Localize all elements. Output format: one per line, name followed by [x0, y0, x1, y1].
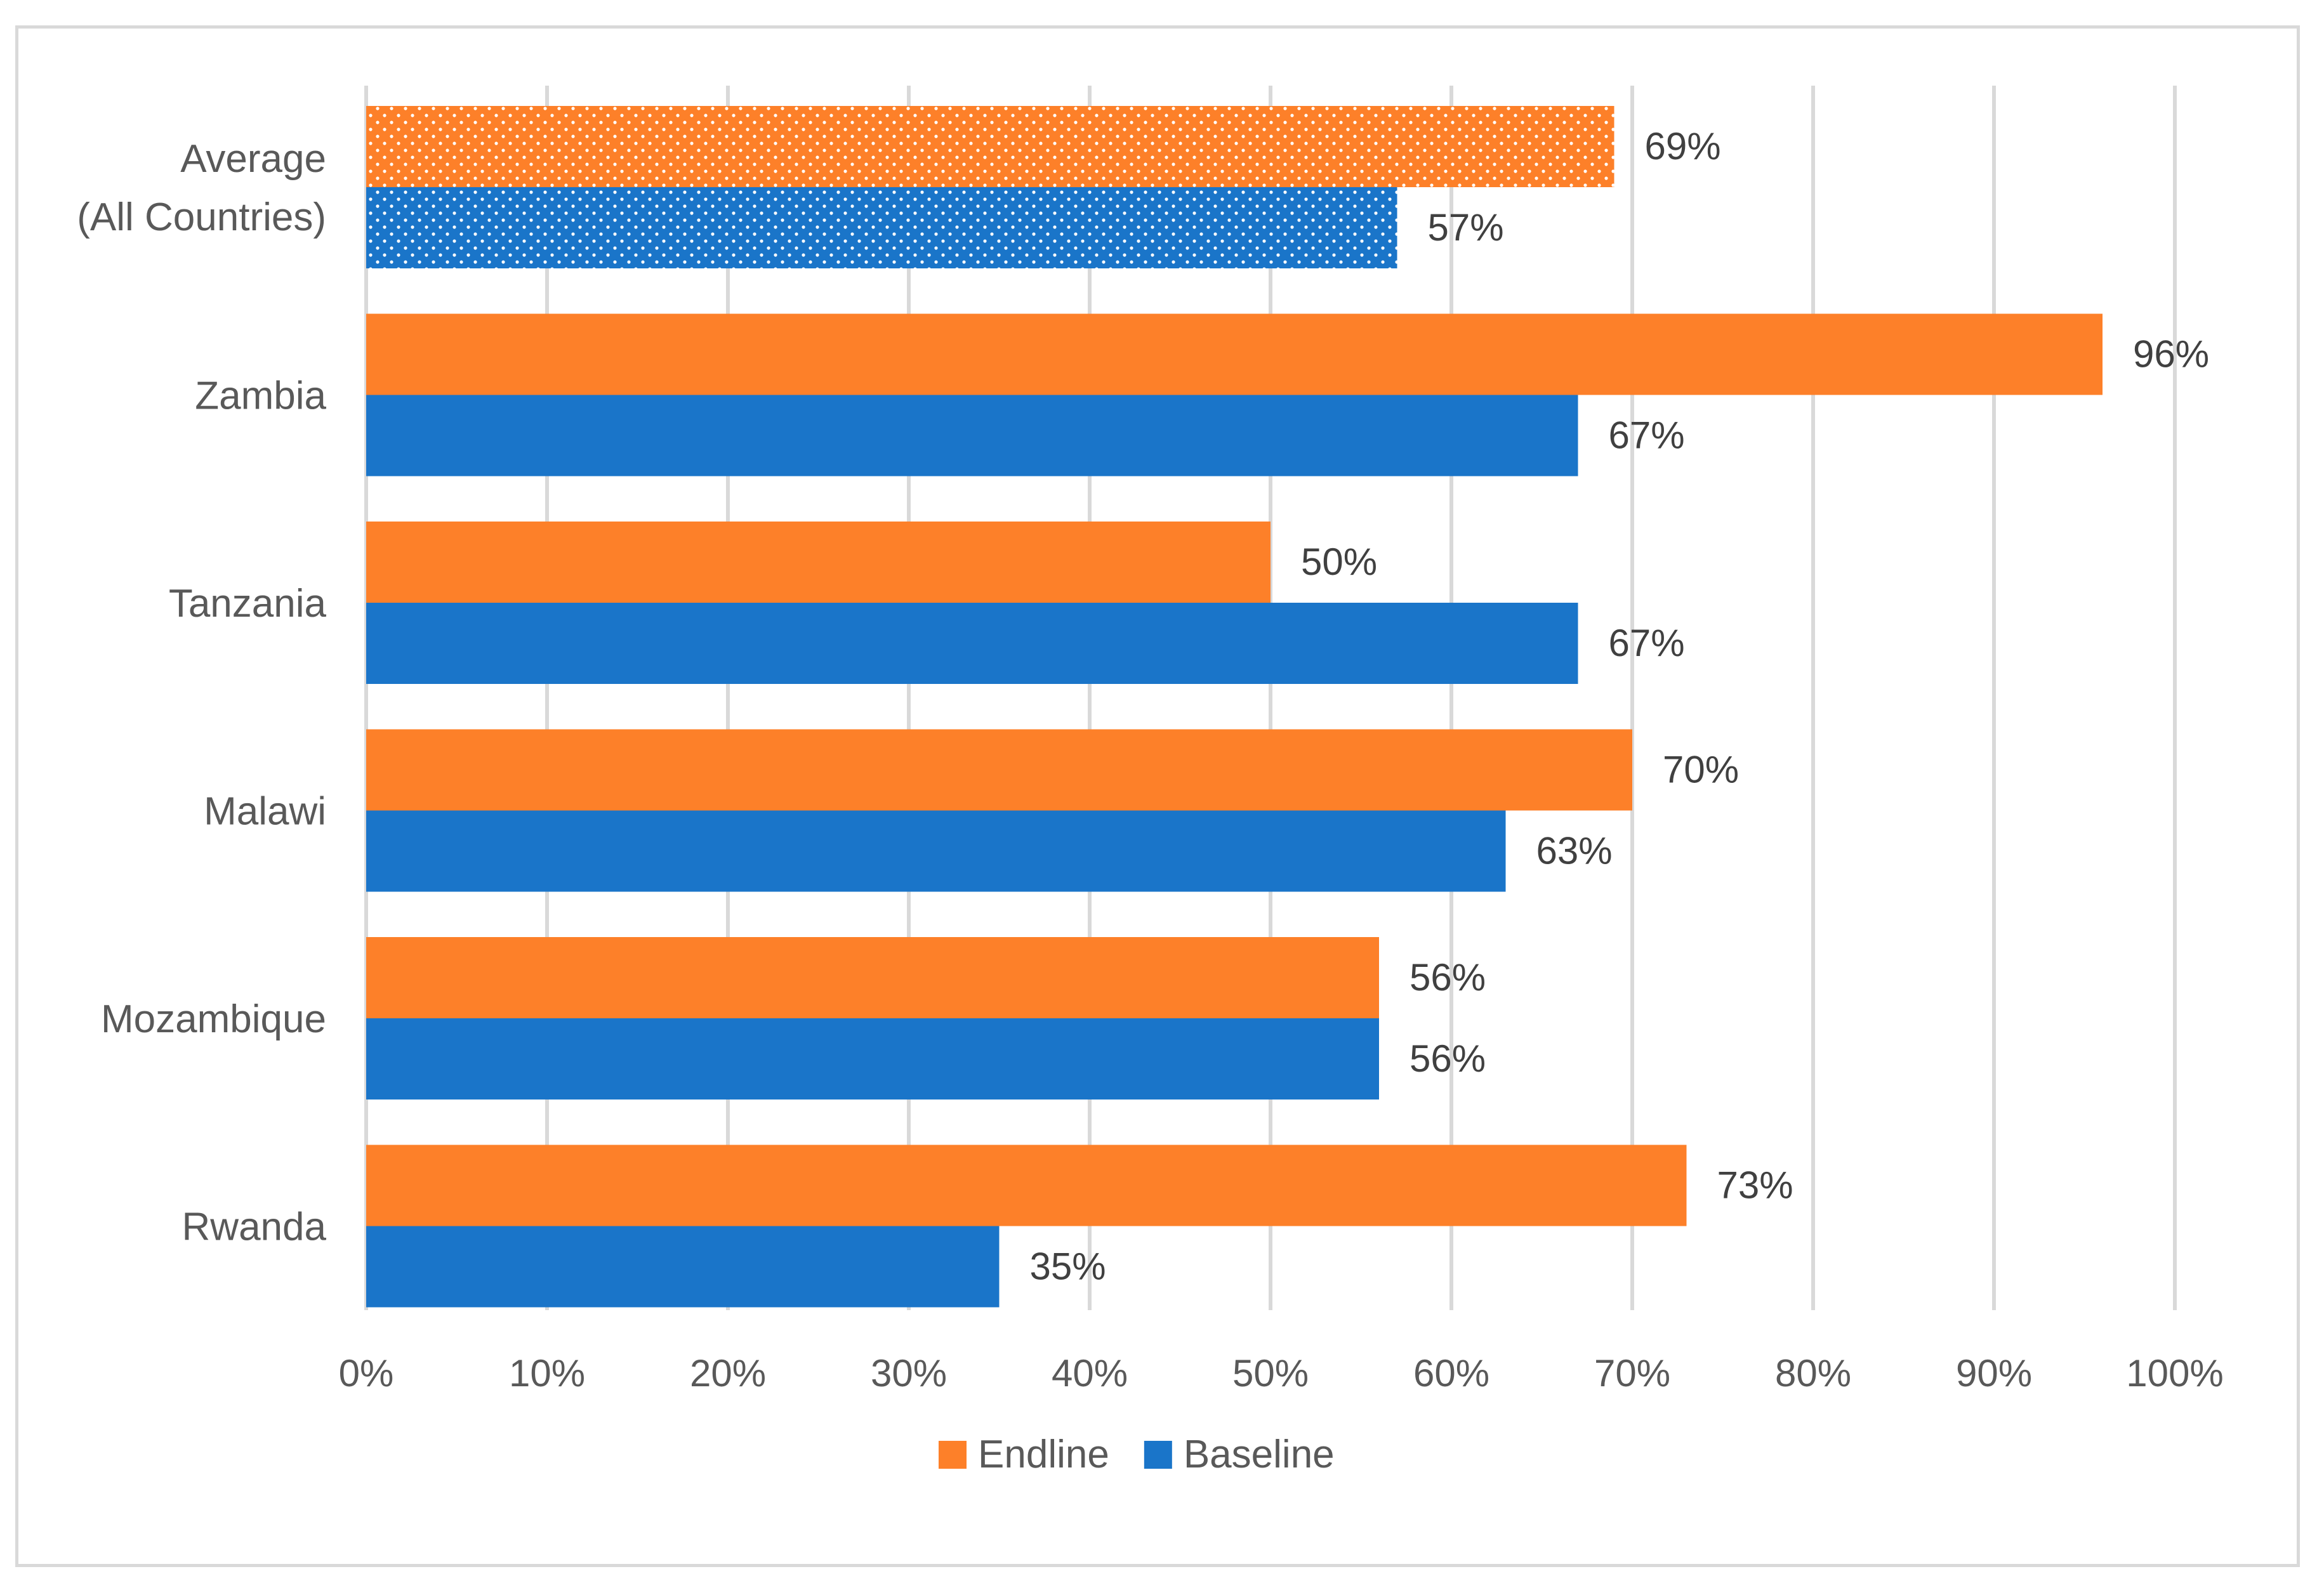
- bar-chart: 0% 10% 20% 30% 40% 50% 60% 70% 80% 90% 100% 69% 57% A…: [77, 86, 2224, 1476]
- data-label: 56%: [1410, 1037, 1486, 1080]
- bar-endline: [366, 106, 1614, 187]
- category-label: (All Countries): [77, 195, 326, 239]
- data-label: 56%: [1410, 956, 1486, 999]
- x-tick-label: 20%: [690, 1352, 766, 1395]
- bars: [366, 106, 2103, 1308]
- x-tick-label: 0%: [339, 1352, 394, 1395]
- x-tick-label: 30%: [871, 1352, 947, 1395]
- category-label: Rwanda: [182, 1205, 327, 1249]
- bar-endline: [366, 1145, 1687, 1226]
- bar-endline: [366, 313, 2103, 395]
- bar-endline: [366, 729, 1632, 811]
- category-label: Zambia: [195, 374, 326, 418]
- bar-baseline: [366, 187, 1397, 268]
- legend-label-endline: Endline: [978, 1433, 1109, 1476]
- category-label: Mozambique: [101, 997, 326, 1041]
- x-tick-label: 100%: [2126, 1352, 2223, 1395]
- bar-baseline: [366, 395, 1578, 476]
- x-tick-label: 40%: [1052, 1352, 1128, 1395]
- legend-swatch-baseline: [1144, 1441, 1172, 1469]
- x-tick-label: 60%: [1413, 1352, 1489, 1395]
- x-tick-label: 90%: [1956, 1352, 2032, 1395]
- category-label: Tanzania: [169, 582, 327, 626]
- bar-baseline: [366, 1226, 1000, 1308]
- bar-endline: [366, 937, 1379, 1018]
- x-tick-label: 50%: [1232, 1352, 1309, 1395]
- data-label: 57%: [1428, 206, 1504, 249]
- x-tick-label: 80%: [1775, 1352, 1851, 1395]
- category-label: Average: [180, 137, 326, 181]
- bar-endline: [366, 522, 1271, 603]
- legend-label-baseline: Baseline: [1184, 1433, 1335, 1476]
- data-label: 50%: [1301, 541, 1377, 583]
- data-label: 67%: [1609, 414, 1685, 457]
- bar-baseline: [366, 810, 1506, 892]
- x-tick-label: 10%: [509, 1352, 585, 1395]
- data-label: 70%: [1663, 749, 1739, 791]
- data-label: 73%: [1717, 1164, 1793, 1207]
- chart-frame: 0% 10% 20% 30% 40% 50% 60% 70% 80% 90% 100% 69% 57% A…: [15, 25, 2300, 1567]
- data-label: 63%: [1536, 830, 1613, 872]
- gridlines: [364, 86, 2177, 1310]
- legend: Endline Baseline: [939, 1433, 1335, 1476]
- data-label: 67%: [1609, 622, 1685, 664]
- x-tick-label: 70%: [1594, 1352, 1670, 1395]
- data-label: 69%: [1645, 125, 1721, 167]
- data-label: 96%: [2133, 333, 2209, 376]
- category-label: Malawi: [204, 790, 326, 834]
- labels: 0% 10% 20% 30% 40% 50% 60% 70% 80% 90% 100% 69% 57% A…: [77, 125, 2224, 1395]
- bar-baseline: [366, 1018, 1379, 1099]
- data-label: 35%: [1030, 1245, 1106, 1288]
- legend-swatch-endline: [939, 1441, 967, 1469]
- bar-baseline: [366, 603, 1578, 684]
